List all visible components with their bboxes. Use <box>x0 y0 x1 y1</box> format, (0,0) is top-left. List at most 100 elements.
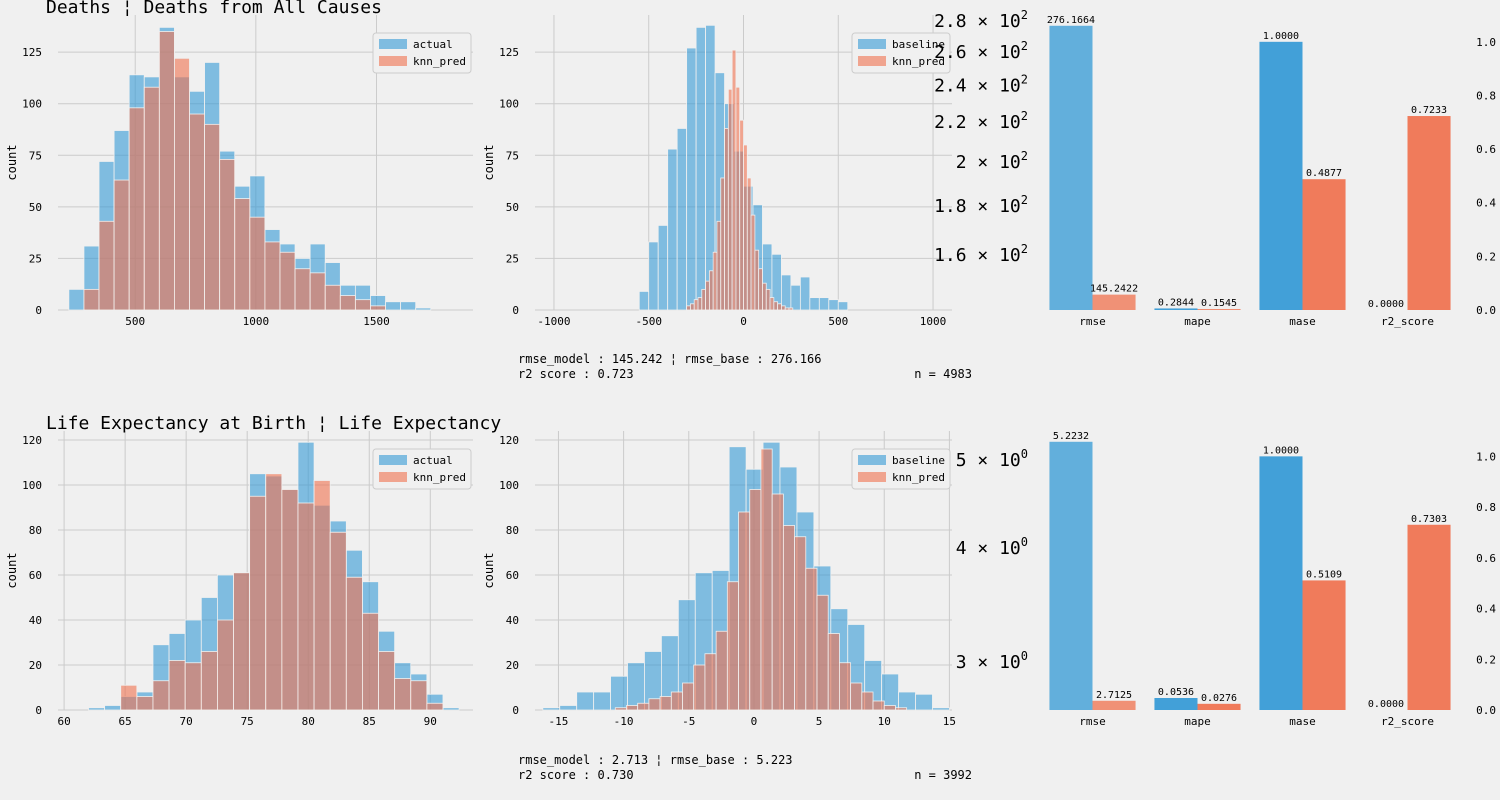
left-tick-label: 2.2 × 102 <box>934 109 1028 133</box>
histogram-bar-baseline <box>648 241 659 311</box>
metric-value-label: 2.7125 <box>1096 690 1132 701</box>
histogram-bar-knn-pred <box>670 691 683 711</box>
histogram-bar-baseline <box>809 297 820 311</box>
right-tick-label: 0.8 <box>1476 89 1496 102</box>
x-tick-label: 60 <box>57 715 70 728</box>
histogram-bar-knn-pred <box>233 572 251 711</box>
x-tick-label: -15 <box>549 715 569 728</box>
histogram-bar-knn-pred <box>693 299 699 311</box>
histogram-bar-knn-pred <box>324 284 341 311</box>
histogram-bar-knn-pred <box>773 301 779 311</box>
histogram-bar-actual <box>400 301 417 311</box>
x-tick-label: -5 <box>682 715 695 728</box>
histogram-bar-knn-pred <box>219 159 236 311</box>
histogram-bar-baseline <box>559 705 578 711</box>
histogram-bar-knn-pred <box>750 214 756 311</box>
histogram-bar-knn-pred <box>781 305 786 311</box>
y-tick-label: 0 <box>35 704 42 717</box>
histogram-bar-knn-pred <box>769 297 775 311</box>
legend-label: knn_pred <box>413 471 466 484</box>
histogram-bar-baseline <box>576 691 595 711</box>
histogram-bar-knn-pred <box>724 128 729 311</box>
histogram-bar-knn-pred <box>704 653 717 711</box>
y-axis-label: count <box>5 144 19 180</box>
metrics-panel-5: 3 × 100 4 × 100 5 × 100 0.0 0.2 0.4 0.6 0.8 1.0 5… <box>956 431 1497 728</box>
legend-swatch-knn-pred <box>379 472 407 482</box>
histogram-bar-knn-pred <box>339 295 356 311</box>
legend-label: actual <box>413 38 453 51</box>
histogram-bar-knn-pred <box>217 619 234 711</box>
histogram-bar-knn-pred <box>637 702 650 711</box>
y-tick-label: 125 <box>499 46 519 59</box>
histogram-bar-knn-pred <box>716 220 722 311</box>
histogram-bar-baseline <box>657 225 669 311</box>
histogram-bar-knn-pred <box>693 664 706 711</box>
histogram-bar-knn-pred <box>839 662 852 711</box>
histogram-bar-knn-pred <box>794 536 807 711</box>
y-tick-label: 25 <box>29 252 42 265</box>
left-tick-label: 5 × 100 <box>956 447 1028 471</box>
y-tick-label: 60 <box>506 569 519 582</box>
y-tick-label: 100 <box>499 98 519 111</box>
histogram-bar-baseline <box>686 47 697 311</box>
metric-value-label: 0.0000 <box>1368 299 1404 310</box>
histogram-bar-baseline <box>828 299 839 311</box>
histogram-bar-knn-pred <box>749 489 762 711</box>
y-tick-label: 100 <box>499 479 519 492</box>
histogram-bar-knn-pred <box>697 297 703 311</box>
histogram-bar-actual <box>442 707 460 711</box>
metric-bar-mape <box>1197 703 1241 710</box>
right-tick-label: 0.2 <box>1476 653 1496 666</box>
histogram-bar-knn-pred <box>136 696 154 711</box>
histogram-bar-knn-pred <box>765 288 771 311</box>
x-tick-label: 0 <box>751 715 758 728</box>
x-tick-label: 5 <box>816 715 823 728</box>
y-tick-label: 125 <box>22 46 42 59</box>
left-tick-label: 2.8 × 102 <box>934 8 1028 32</box>
histogram-bar-knn-pred <box>200 651 218 711</box>
histogram-bar-actual <box>68 288 85 311</box>
histogram-bar-baseline <box>932 707 950 711</box>
right-tick-label: 0.4 <box>1476 197 1496 210</box>
x-tick-label: -500 <box>635 315 662 328</box>
metric-value-label: 145.2422 <box>1090 284 1138 295</box>
histogram-panel-3: 60 65 70 75 80 85 90 0 20 40 60 80 100 120 count Life E… <box>5 413 501 728</box>
histogram-bar-knn-pred <box>686 305 691 311</box>
left-tick-label: 1.6 × 102 <box>934 242 1028 266</box>
histogram-bar-knn-pred <box>168 660 186 711</box>
histogram-bar-knn-pred <box>297 502 315 711</box>
metric-bar-r2-score <box>1407 524 1451 710</box>
histogram-bar-knn-pred <box>784 307 790 311</box>
y-tick-label: 40 <box>506 614 519 627</box>
category-tick-label: mase <box>1289 315 1316 328</box>
metric-value-label: 0.5109 <box>1306 569 1342 580</box>
histogram-panel-4: -15 -10 -5 0 5 10 15 0 20 40 60 80 100 120 count baseli… <box>482 431 956 728</box>
histogram-bar-knn-pred <box>626 705 639 711</box>
histogram-panel-1: -1000 -500 0 500 1000 0 25 50 75 100 125 count basel… <box>482 15 952 328</box>
histogram-bar-knn-pred <box>378 651 396 711</box>
x-tick-label: 65 <box>119 715 132 728</box>
histogram-bar-knn-pred <box>720 177 725 311</box>
left-tick-label: 3 × 100 <box>956 649 1028 673</box>
legend-label: actual <box>413 454 453 467</box>
histogram-bar-baseline <box>898 691 916 711</box>
legend-label: baseline <box>892 38 945 51</box>
histogram-bar-knn-pred <box>309 272 326 311</box>
x-tick-label: 1000 <box>920 315 947 328</box>
annotation-rmse-line: rmse_model : 145.242 ¦ rmse_base : 276.1… <box>518 352 821 366</box>
histogram-bar-knn-pred <box>746 177 752 311</box>
histogram-bar-knn-pred <box>158 31 175 311</box>
metric-value-label: 0.7233 <box>1411 105 1447 116</box>
histogram-bar-knn-pred <box>354 299 371 311</box>
histogram-bar-knn-pred <box>788 307 794 311</box>
histogram-bar-baseline <box>610 675 628 711</box>
x-tick-label: 500 <box>125 315 145 328</box>
histogram-bar-knn-pred <box>805 567 818 711</box>
histogram-bar-baseline <box>593 691 611 711</box>
histogram-bar-knn-pred <box>708 270 714 311</box>
metric-bar-mase <box>1302 179 1346 310</box>
histogram-bar-baseline <box>790 284 801 311</box>
histogram-bar-baseline <box>638 291 650 311</box>
histogram-bar-knn-pred <box>682 682 695 711</box>
histogram-bar-knn-pred <box>345 576 363 711</box>
